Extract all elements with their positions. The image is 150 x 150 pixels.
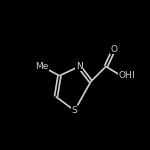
Text: Me: Me [35,62,49,71]
Text: OH: OH [119,71,133,80]
Text: O: O [111,45,118,54]
Text: N: N [76,62,83,71]
Text: S: S [72,106,77,115]
Text: H: H [127,71,134,80]
